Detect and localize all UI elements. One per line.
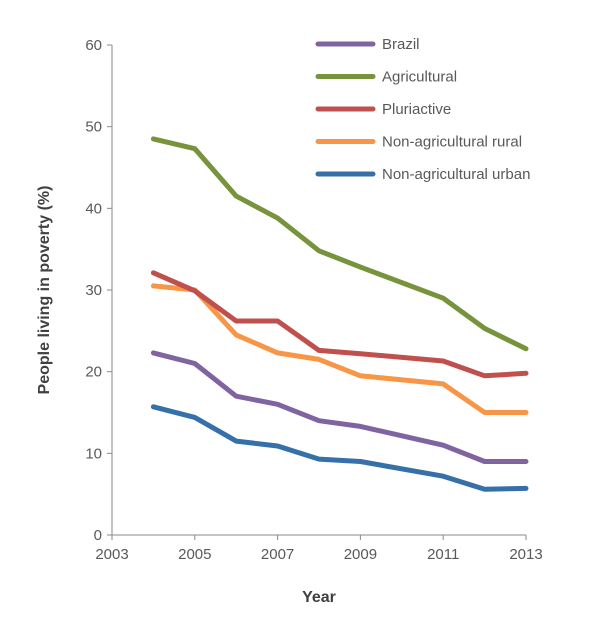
legend-label: Agricultural xyxy=(382,69,457,86)
legend-item: Brazil xyxy=(315,36,420,53)
legend-label: Brazil xyxy=(382,36,420,53)
series-line-non-agricultural-urban xyxy=(150,404,529,492)
x-axis-title: Year xyxy=(302,589,336,606)
series-line-agricultural xyxy=(150,136,529,352)
series-lines xyxy=(150,136,529,492)
legend-label: Non-agricultural rural xyxy=(382,134,522,151)
x-tick-label: 2007 xyxy=(261,546,294,563)
legend-label: Pluriactive xyxy=(382,101,451,118)
y-tick-label: 50 xyxy=(85,119,102,136)
y-tick-label: 60 xyxy=(85,37,102,54)
legend-item: Pluriactive xyxy=(315,101,451,118)
series-line-pluriactive xyxy=(150,270,529,379)
series-line-brazil xyxy=(150,350,529,464)
y-tick-label: 0 xyxy=(94,527,102,544)
y-tick-label: 40 xyxy=(85,200,102,217)
y-tick-label: 20 xyxy=(85,364,102,381)
x-tick-label: 2003 xyxy=(95,546,128,563)
series-line-non-agricultural-rural xyxy=(150,283,529,415)
y-axis-title: People living in poverty (%) xyxy=(36,186,53,395)
x-tick-label: 2011 xyxy=(427,546,459,563)
legend-item: Agricultural xyxy=(315,69,457,86)
legend-item: Non-agricultural urban xyxy=(315,166,530,183)
legend-item: Non-agricultural rural xyxy=(315,134,522,151)
x-ticks: 2003 2005 2007 2009 2011 2013 xyxy=(95,535,543,563)
y-tick-label: 10 xyxy=(85,445,102,462)
x-tick-label: 2009 xyxy=(344,546,377,563)
x-tick-label: 2013 xyxy=(509,546,542,563)
x-tick-label: 2005 xyxy=(178,546,211,563)
y-tick-label: 30 xyxy=(85,282,102,299)
legend: Brazil Agricultural Pluriactive Non-agricul… xyxy=(315,36,530,183)
legend-label: Non-agricultural urban xyxy=(382,166,530,183)
y-ticks: 0 10 20 30 40 50 60 xyxy=(85,37,112,544)
